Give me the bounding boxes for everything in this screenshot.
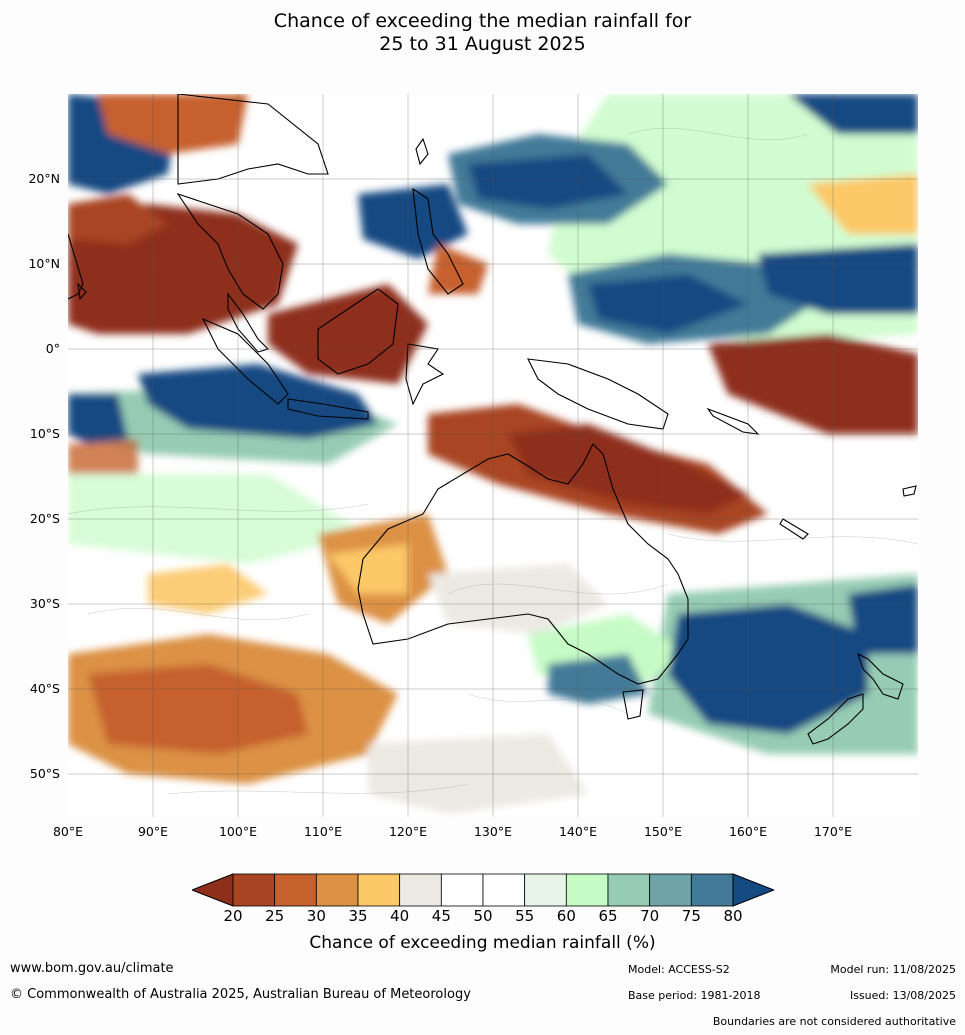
grid-lines (68, 94, 918, 817)
colorbar-box (482, 873, 526, 907)
contour-lines (68, 127, 918, 795)
colorbar-box (274, 873, 317, 907)
colorbar-box (440, 873, 484, 907)
coastlines (68, 94, 917, 745)
sri-lanka-coast (77, 282, 87, 301)
model-text: Model: ACCESS-S2 (628, 963, 730, 976)
colorbar-box (565, 873, 609, 907)
colorbar-box (607, 873, 651, 907)
colorbar-over-arrow (732, 873, 774, 907)
lon-label-130e: 130°E (473, 824, 512, 839)
model-run-text: Model run: 11/08/2025 (830, 963, 956, 976)
lat-label-10n: 10°N (28, 256, 60, 271)
colorbar-tick-label: 25 (265, 907, 285, 925)
colorbar-tick-label: 55 (515, 907, 535, 925)
website-link[interactable]: www.bom.gov.au/climate (10, 961, 174, 976)
philippines-coast (412, 187, 464, 295)
india-coast (68, 233, 84, 300)
colorbar-box (649, 873, 692, 907)
china-coast (177, 94, 329, 185)
colorbar-tick-label: 20 (223, 907, 243, 925)
new-caledonia-coast (779, 518, 809, 540)
tasmania-coast (622, 689, 644, 720)
title-line-1: Chance of exceeding the median rainfall … (273, 10, 692, 32)
colorbar-box (524, 873, 567, 907)
lat-label-10s: 10°S (29, 426, 60, 441)
colorbar-box (315, 873, 359, 907)
lat-label-20n: 20°N (28, 171, 60, 186)
colorbar-tick-label: 70 (640, 907, 660, 925)
sulawesi-coast (405, 343, 445, 406)
copyright-text: © Commonwealth of Australia 2025, Austra… (10, 987, 471, 1002)
lat-label-30s: 30°S (29, 596, 60, 611)
solomon-islands-coast (706, 407, 760, 435)
lon-label-140e: 140°E (558, 824, 597, 839)
lon-label-100e: 100°E (218, 824, 257, 839)
sumatra-coast (201, 317, 289, 405)
title-line-2: 25 to 31 August 2025 (379, 33, 586, 55)
taiwan-coast (415, 137, 429, 166)
disclaimer-text: Boundaries are not considered authoritat… (712, 1015, 956, 1028)
lat-label-0: 0° (45, 341, 60, 356)
colorbar-tick-label: 75 (681, 907, 701, 925)
lon-label-160e: 160°E (728, 824, 767, 839)
australia-coast (357, 443, 689, 685)
lon-label-90e: 90°E (137, 824, 169, 839)
colorbar-tick-label: 30 (306, 907, 326, 925)
rainfall-anomaly-field (68, 94, 918, 814)
colorbar-tick-label: 45 (431, 907, 451, 925)
issued-text: Issued: 13/08/2025 (849, 989, 956, 1002)
borneo-coast (317, 288, 399, 375)
colorbar-tick-label: 60 (556, 907, 576, 925)
lon-label-120e: 120°E (388, 824, 427, 839)
indochina-coast (176, 192, 284, 310)
colorbar (192, 873, 774, 907)
colorbar-box (399, 873, 442, 907)
new-zealand-north (857, 652, 904, 700)
malay-peninsula-coast (227, 292, 270, 353)
colorbar-box (232, 873, 276, 907)
lat-label-50s: 50°S (29, 766, 60, 781)
lon-label-110e: 110°E (303, 824, 342, 839)
lat-label-20s: 20°S (29, 511, 60, 526)
colorbar-tick-label: 50 (473, 907, 493, 925)
lon-label-170e: 170°E (813, 824, 852, 839)
new-zealand-south (807, 693, 864, 745)
lon-label-80e: 80°E (52, 824, 84, 839)
fiji-coast (902, 485, 917, 497)
map-title: Chance of exceeding the median rainfall … (0, 10, 965, 56)
colorbar-under-arrow (192, 873, 234, 907)
lon-label-150e: 150°E (643, 824, 682, 839)
rainfall-map (68, 94, 918, 817)
lat-label-40s: 40°S (29, 681, 60, 696)
colorbar-box (690, 873, 734, 907)
colorbar-tick-label: 35 (348, 907, 368, 925)
colorbar-box (357, 873, 401, 907)
colorbar-label: Chance of exceeding median rainfall (%) (309, 933, 656, 953)
base-period-text: Base period: 1981-2018 (628, 989, 761, 1002)
colorbar-tick-label: 65 (598, 907, 618, 925)
colorbar-tick-label: 40 (390, 907, 410, 925)
colorbar-tick-label: 80 (723, 907, 743, 925)
rainfall-map-svg (68, 94, 918, 817)
